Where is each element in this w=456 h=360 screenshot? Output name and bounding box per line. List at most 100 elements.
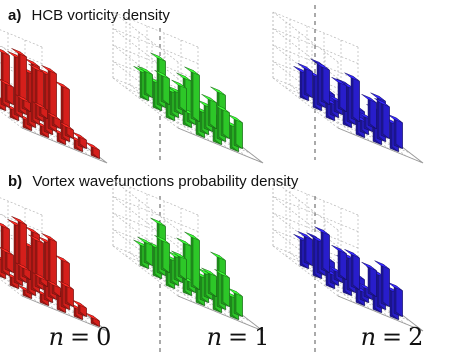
bar-a-n1-r0-c2 — [154, 69, 170, 106]
bar-b-n2-r3-c4 — [387, 281, 403, 318]
bar-face — [32, 272, 48, 282]
bar-b-n1-r0-c3 — [171, 250, 187, 281]
bar-face — [361, 261, 377, 271]
bar-face — [184, 231, 200, 241]
bar-face — [0, 222, 10, 230]
bar-face — [210, 251, 226, 261]
bar-a-n2-r1-c4 — [361, 93, 377, 130]
bar-face — [344, 72, 360, 82]
bar-face — [222, 272, 230, 308]
bar-face — [150, 52, 166, 62]
panel-b-letter: b) — [8, 173, 22, 190]
n-label-2: n = 2 — [361, 323, 424, 351]
bar-face — [41, 65, 57, 75]
bar-face — [0, 79, 14, 88]
panel-b-title-text: Vortex wavefunctions probability density — [32, 173, 298, 190]
bar-b-n1-r3-c4 — [227, 287, 243, 318]
bar-b-n0-r3-c4 — [71, 299, 87, 318]
panel-b-title: b) Vortex wavefunctions probability dens… — [8, 173, 299, 190]
bar-b-n0-r0-c4 — [32, 272, 48, 288]
grid-line — [0, 110, 23, 129]
plot-a-n2 — [272, 11, 424, 164]
bar-b-n1-r0-c2 — [154, 235, 170, 274]
bar-a-n2-r0-c1 — [297, 62, 313, 99]
bar-face — [374, 260, 390, 270]
bar-face — [11, 216, 27, 226]
grid-line — [272, 77, 339, 129]
bar-a-n2-r2-c4 — [374, 98, 390, 140]
bar-face — [210, 86, 226, 96]
bar-face — [150, 217, 166, 227]
bar-a-n2-r1-c3 — [344, 72, 360, 123]
bar-face — [314, 226, 330, 236]
bar-face — [58, 280, 74, 290]
grid-line — [112, 77, 179, 129]
bar-face — [192, 234, 200, 291]
grid-line — [0, 278, 23, 297]
plot-b-n0 — [0, 197, 108, 332]
bar-face — [382, 101, 390, 140]
bar-a-n1-r2-c4 — [214, 103, 230, 140]
bar-a-n1-r3-c4 — [227, 113, 243, 150]
bar-face — [32, 101, 48, 111]
bar-face — [201, 267, 217, 277]
bar-face — [192, 69, 200, 123]
bar-face — [331, 244, 347, 254]
bar-b-n0-r0-c2 — [0, 247, 14, 274]
bar-face — [41, 233, 57, 243]
bar-a-n1-r1-c3 — [184, 66, 200, 123]
bar-a-n0-r2-c4 — [58, 121, 74, 140]
bar-face — [214, 269, 230, 279]
bar-face — [171, 250, 187, 260]
bar-b-n2-r1-c3 — [344, 249, 360, 291]
n-label-1: n = 1 — [207, 323, 270, 351]
bar-face — [137, 236, 153, 246]
bar-face — [0, 48, 10, 56]
bar-b-n2-r0-c3 — [331, 244, 347, 281]
bar-b-n1-r1-c3 — [184, 231, 200, 291]
bar-face — [28, 63, 44, 73]
bar-a-n1-r0-c1 — [137, 65, 153, 99]
bar-face — [361, 93, 377, 103]
bar-face — [374, 98, 390, 108]
bar-face — [322, 229, 330, 274]
bar-b-n0-r0-c3 — [15, 262, 31, 281]
bar-face — [154, 69, 170, 79]
bar-face — [176, 72, 192, 82]
bar-face — [11, 48, 27, 58]
bar-a-n0-r0-c3 — [15, 94, 31, 113]
bar-face — [176, 237, 192, 247]
bar-face — [297, 230, 313, 240]
bar-plots — [0, 11, 424, 332]
bar-face — [370, 92, 386, 102]
bar-b-n2-r2-c4 — [374, 260, 390, 308]
bar-face — [0, 247, 14, 256]
bar-a-n2-r3-c4 — [387, 113, 403, 150]
bar-b-n0-r2-c4 — [58, 280, 74, 308]
bar-face — [352, 252, 360, 291]
bar-a-n2-r0-c2 — [314, 61, 330, 106]
bar-b-n0-r1-c4 — [45, 279, 61, 298]
bar-face — [382, 263, 390, 308]
bar-b-n1-r0-c1 — [137, 236, 153, 267]
bar-a-n0-r0-c4 — [32, 101, 48, 120]
n-label-0: n = 0 — [49, 323, 112, 351]
bar-a-n1-r1-c4 — [201, 93, 217, 130]
bar-face — [344, 249, 360, 259]
bar-face — [201, 93, 217, 103]
bar-a-n0-r4-c4 — [84, 141, 100, 160]
bar-a-n1-r0-c3 — [171, 79, 187, 113]
bar-b-n2-r1-c4 — [361, 261, 377, 298]
panel-a-title-text: HCB vorticity density — [32, 7, 171, 24]
bar-face — [184, 66, 200, 76]
bar-a-n0-r3-c4 — [71, 131, 87, 150]
panel-a-letter: a) — [8, 7, 21, 24]
bar-a-n2-r0-c3 — [331, 76, 347, 113]
bar-face — [137, 65, 153, 75]
bar-b-n1-r2-c4 — [214, 269, 230, 308]
plot-b-n1 — [112, 179, 264, 332]
bar-face — [331, 76, 347, 86]
plot-b-n2 — [272, 179, 424, 332]
bar-face — [28, 234, 44, 244]
bar-face — [352, 75, 360, 123]
